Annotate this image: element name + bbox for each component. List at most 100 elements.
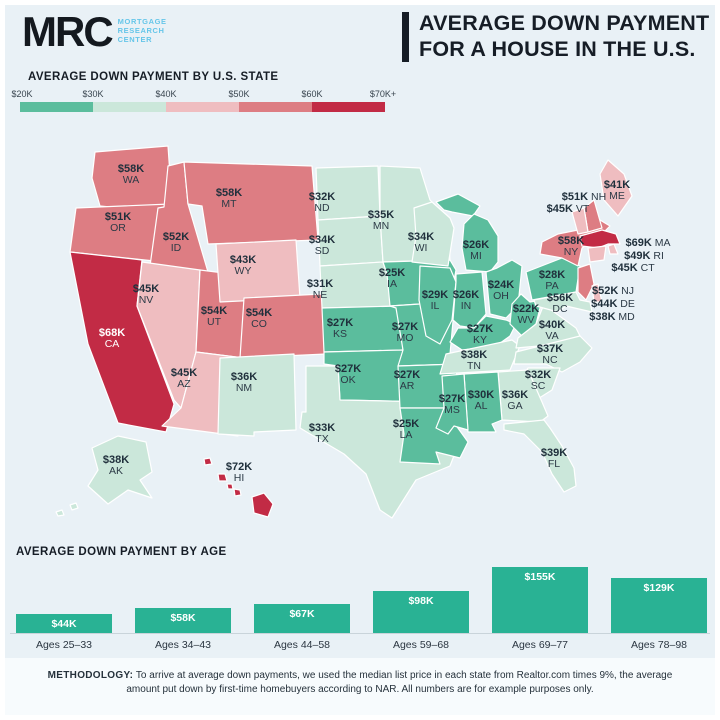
state-label-NE: $31K NE	[307, 278, 333, 301]
age-bar-category: Ages 34–43	[154, 639, 212, 651]
age-bar-category: Ages 59–68	[392, 639, 450, 651]
state-shape-HI	[251, 492, 274, 518]
state-label-AR: $27K AR	[394, 369, 420, 392]
state-label-TN: $38K TN	[461, 349, 487, 372]
state-label-AL: $30K AL	[468, 389, 494, 412]
state-label-IN: $26K IN	[453, 289, 479, 312]
state-label-OK: $27K OK	[335, 363, 361, 386]
logo-sub-line3: CENTER	[117, 35, 153, 44]
state-shape-IN	[452, 271, 487, 329]
state-shape-DE	[591, 283, 603, 303]
age-bar-category: Ages 44–58	[273, 639, 331, 651]
state-label-OH: $24K OH	[488, 279, 514, 302]
state-label-NC: $37K NC	[537, 343, 563, 366]
state-label-MA: $69K MA	[626, 237, 671, 249]
legend-tick-$30K: $30K	[82, 89, 104, 99]
state-label-WI: $34K WI	[408, 231, 434, 254]
methodology-section: METHODOLOGY: To arrive at average down p…	[5, 658, 715, 715]
state-shape-HI	[226, 483, 234, 490]
legend-segment-tier3	[166, 102, 239, 112]
state-label-ME: $41K ME	[604, 179, 630, 202]
age-bar-category: Ages 25–33	[35, 639, 93, 651]
state-label-CO: $54K CO	[246, 307, 272, 330]
legend-segment-tier1	[20, 102, 93, 112]
age-bar-Ages 78–98: $129K	[611, 578, 707, 633]
state-label-SC: $32K SC	[525, 369, 551, 392]
age-chart-baseline	[10, 633, 710, 634]
title-line2: FOR A HOUSE IN THE U.S.	[419, 37, 696, 61]
legend-tick-$20K: $20K	[11, 89, 33, 99]
state-label-PA: $28K PA	[539, 269, 565, 292]
state-label-SD: $34K SD	[309, 234, 335, 257]
state-shape-NM	[217, 353, 297, 437]
state-shape-ME	[599, 159, 633, 217]
mrc-logo-text: MRC	[22, 8, 114, 55]
title-text: AVERAGE DOWN PAYMENT FOR A HOUSE IN THE …	[419, 10, 709, 62]
state-shape-MS	[435, 373, 469, 435]
state-shape-HI	[203, 457, 213, 466]
age-bar-value: $44K	[51, 618, 77, 630]
mrc-logo-subtext: MORTGAGE RESEARCH CENTER	[118, 17, 167, 44]
state-label-UT: $54K UT	[201, 305, 227, 328]
age-bar-Ages 25–33: $44K	[16, 614, 112, 633]
logo-sub-line1: MORTGAGE	[117, 17, 167, 26]
state-label-NH: $51K NH	[562, 191, 606, 203]
state-label-IA: $25K IA	[379, 267, 405, 290]
state-label-HI: $72K HI	[226, 461, 252, 484]
state-label-ND: $32K ND	[309, 191, 335, 214]
state-shape-MI	[461, 213, 499, 273]
methodology-text: METHODOLOGY: To arrive at average down p…	[34, 669, 686, 697]
state-label-VA: $40K VA	[539, 319, 565, 342]
state-label-IL: $29K IL	[422, 289, 448, 312]
state-shape-AK	[55, 509, 65, 517]
age-bar-category: Ages 78–98	[630, 639, 688, 651]
state-shape-RI	[607, 243, 619, 255]
state-label-MT: $58K MT	[216, 187, 242, 210]
state-shape-FL	[503, 419, 577, 493]
state-shape-HI	[233, 488, 242, 497]
legend-tick-$70K+: $70K+	[369, 89, 397, 99]
state-label-MS: $27K MS	[439, 393, 465, 416]
mrc-logo: MRC MORTGAGE RESEARCH CENTER	[22, 8, 167, 55]
state-shape-VT	[571, 207, 589, 235]
state-shape-WY	[215, 239, 301, 303]
legend-tick-labels: $20K $30K $40K $50K $60K $70K+	[0, 89, 420, 99]
state-shape-NC	[513, 335, 593, 373]
state-label-NM: $36K NM	[231, 371, 257, 394]
state-label-LA: $25K LA	[393, 418, 419, 441]
state-label-MI: $26K MI	[463, 239, 489, 262]
state-shape-IL	[418, 265, 457, 345]
state-shape-MD	[533, 291, 593, 313]
legend-tick-$50K: $50K	[228, 89, 250, 99]
title-line1: AVERAGE DOWN PAYMENT	[419, 11, 710, 35]
age-bar-value: $129K	[643, 582, 675, 594]
state-shape-NY	[539, 219, 611, 267]
state-shape-MT	[183, 161, 319, 245]
state-label-WA: $58K WA	[118, 163, 144, 186]
state-shape-VA	[515, 303, 581, 349]
state-label-FL: $39K FL	[541, 447, 567, 470]
legend-segment-tier2	[93, 102, 166, 112]
title-accent-bar	[402, 12, 409, 62]
state-shape-HI	[217, 473, 228, 482]
state-label-DE: $44K DE	[591, 298, 635, 310]
legend-color-scale	[20, 102, 385, 112]
state-shape-AK	[87, 435, 153, 505]
state-label-RI: $49K RI	[624, 250, 664, 262]
state-label-KS: $27K KS	[327, 317, 353, 340]
legend-tick-$40K: $40K	[155, 89, 177, 99]
age-bar-Ages 44–58: $67K	[254, 604, 350, 633]
state-shape-WI	[411, 201, 455, 267]
age-bar-value: $155K	[524, 571, 556, 583]
state-label-AZ: $45K AZ	[171, 367, 197, 390]
age-bar-value: $67K	[289, 608, 315, 620]
legend-tick-$60K: $60K	[301, 89, 323, 99]
legend-segment-tier5	[312, 102, 385, 112]
state-label-NJ: $52K NJ	[592, 285, 634, 297]
age-bar-Ages 59–68: $98K	[373, 591, 469, 633]
age-chart-title: AVERAGE DOWN PAYMENT BY AGE	[16, 546, 227, 558]
state-shape-NJ	[577, 263, 595, 301]
state-label-DC: $56K DC	[547, 292, 573, 315]
state-shape-CT	[587, 245, 607, 263]
